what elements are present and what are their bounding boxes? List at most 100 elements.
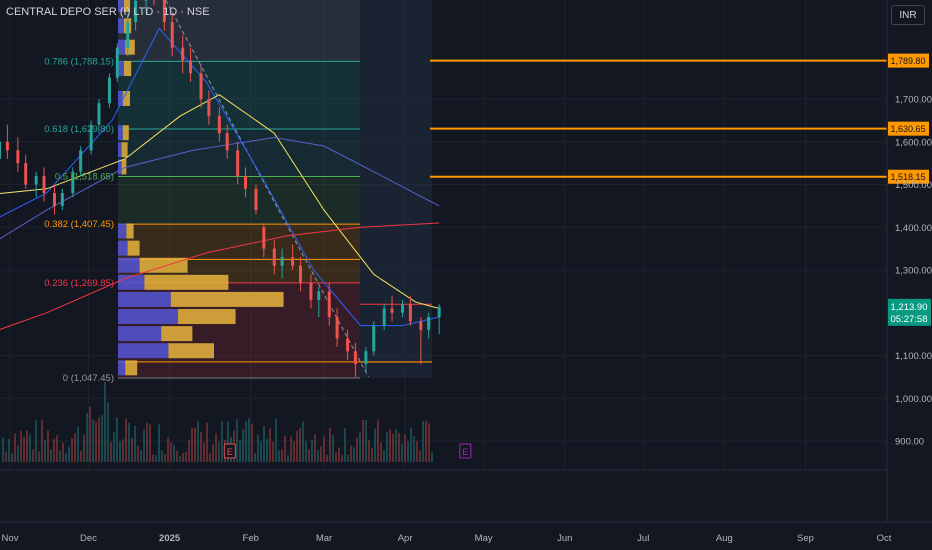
volume-bar	[419, 450, 421, 462]
volume-bar	[320, 446, 322, 462]
volume-bar	[179, 455, 181, 462]
price-tick-label: 1,600.00	[895, 137, 932, 148]
candle	[199, 64, 203, 108]
volume-bar	[260, 441, 262, 462]
time-tick-label: May	[475, 533, 493, 544]
volume-bar	[83, 435, 85, 462]
volume-bar	[296, 431, 298, 462]
volume-bar	[302, 421, 304, 462]
volume-bar	[182, 452, 184, 462]
candle	[236, 141, 240, 185]
moving-average-line	[0, 94, 440, 309]
time-tick-label: Sep	[797, 533, 814, 544]
fib-band	[118, 224, 360, 283]
candle	[272, 240, 276, 275]
fib-retracement-zone[interactable]	[118, 0, 432, 379]
volume-bar	[272, 441, 274, 462]
volume-bar	[146, 422, 148, 462]
volume-profile-sell	[139, 257, 188, 273]
time-tick-label: Nov	[2, 533, 19, 544]
earnings-marker-label: E	[227, 447, 233, 457]
moving-average-line	[0, 222, 440, 330]
volume-bar	[185, 451, 187, 462]
last-price-badge	[888, 298, 931, 326]
price-axis[interactable]: 1,700.00 1,600.00 1,500.00 1,400.00 1,300.00…	[886, 0, 932, 522]
time-tick-label: Apr	[398, 533, 413, 544]
volume-bars	[2, 382, 433, 462]
volume-bar	[377, 419, 379, 462]
volume-bar	[239, 440, 241, 462]
candle	[346, 329, 350, 360]
volume-bar	[155, 455, 157, 462]
volume-bar	[254, 453, 256, 462]
volume-bar	[5, 451, 7, 462]
candle	[335, 308, 339, 347]
volume-bar	[365, 420, 367, 462]
volume-bar	[248, 418, 250, 462]
volume-bar	[200, 431, 202, 462]
volume-bar	[278, 450, 280, 462]
volume-bar	[50, 449, 52, 462]
fib-labels: 0.786 (1,788.15) 0.618 (1,629.80) 0.5 (1,5…	[44, 56, 114, 384]
candle	[52, 184, 56, 215]
volume-profile-sell	[144, 274, 229, 290]
time-tick-label: Aug	[716, 533, 733, 544]
candle	[254, 184, 258, 215]
candle	[42, 167, 46, 202]
volume-bar	[416, 441, 418, 462]
volume-bar	[68, 446, 70, 462]
volume-bar	[299, 427, 301, 462]
volume-bar	[251, 424, 253, 462]
volume-profile-buy	[118, 360, 126, 376]
candle	[0, 133, 2, 168]
volume-bar	[176, 450, 178, 462]
earnings-marker: E	[223, 443, 236, 459]
volume-bar	[116, 417, 118, 462]
time-axis[interactable]: Nov Dec 2025 Feb Mar Apr May Jun Jul Aug Sep Oct	[2, 533, 892, 544]
candle	[207, 90, 211, 125]
candle	[162, 0, 166, 31]
candlesticks[interactable]	[0, 0, 441, 377]
volume-bar	[359, 432, 361, 462]
price-grid	[0, 0, 932, 523]
candle	[5, 124, 9, 159]
candle	[401, 299, 405, 318]
volume-bar	[107, 401, 109, 462]
volume-profile-sell	[122, 91, 130, 106]
currency-button[interactable]: INR	[891, 5, 925, 25]
volume-bar	[95, 421, 97, 462]
horizontal-level-lines[interactable]: 1,789.80 1,630.65 1,518.15	[430, 53, 929, 184]
candle	[327, 282, 331, 326]
volume-bar	[314, 434, 316, 462]
volume-bar	[308, 449, 310, 462]
earnings-marker: E	[459, 443, 472, 459]
candle	[34, 171, 38, 198]
volume-profile-buy	[118, 0, 124, 12]
volume-bar	[56, 435, 58, 462]
level-price-badge	[888, 169, 929, 184]
volume-bar	[20, 431, 22, 462]
volume-bar	[194, 427, 196, 462]
price-tick-label: 1,400.00	[895, 223, 932, 234]
volume-bar	[110, 442, 112, 462]
volume-bar	[167, 437, 169, 462]
volume-profile-sell	[121, 142, 128, 158]
price-tick-label: 1,000.00	[895, 394, 932, 405]
candle	[244, 167, 248, 198]
volume-bar	[11, 453, 13, 462]
price-tick-label: 1,300.00	[895, 266, 932, 277]
volume-bar	[218, 441, 220, 462]
candle	[89, 120, 93, 155]
fib-level-label: 0.382 (1,407.45)	[44, 219, 114, 230]
volume-bar	[356, 437, 358, 462]
candle	[382, 304, 386, 330]
volume-bar	[125, 418, 127, 462]
volume-bar	[188, 440, 190, 462]
volume-bar	[8, 439, 10, 462]
volume-bar	[344, 428, 346, 462]
volume-profile-sell	[125, 360, 138, 376]
volume-bar	[137, 445, 139, 462]
candle	[419, 317, 423, 365]
